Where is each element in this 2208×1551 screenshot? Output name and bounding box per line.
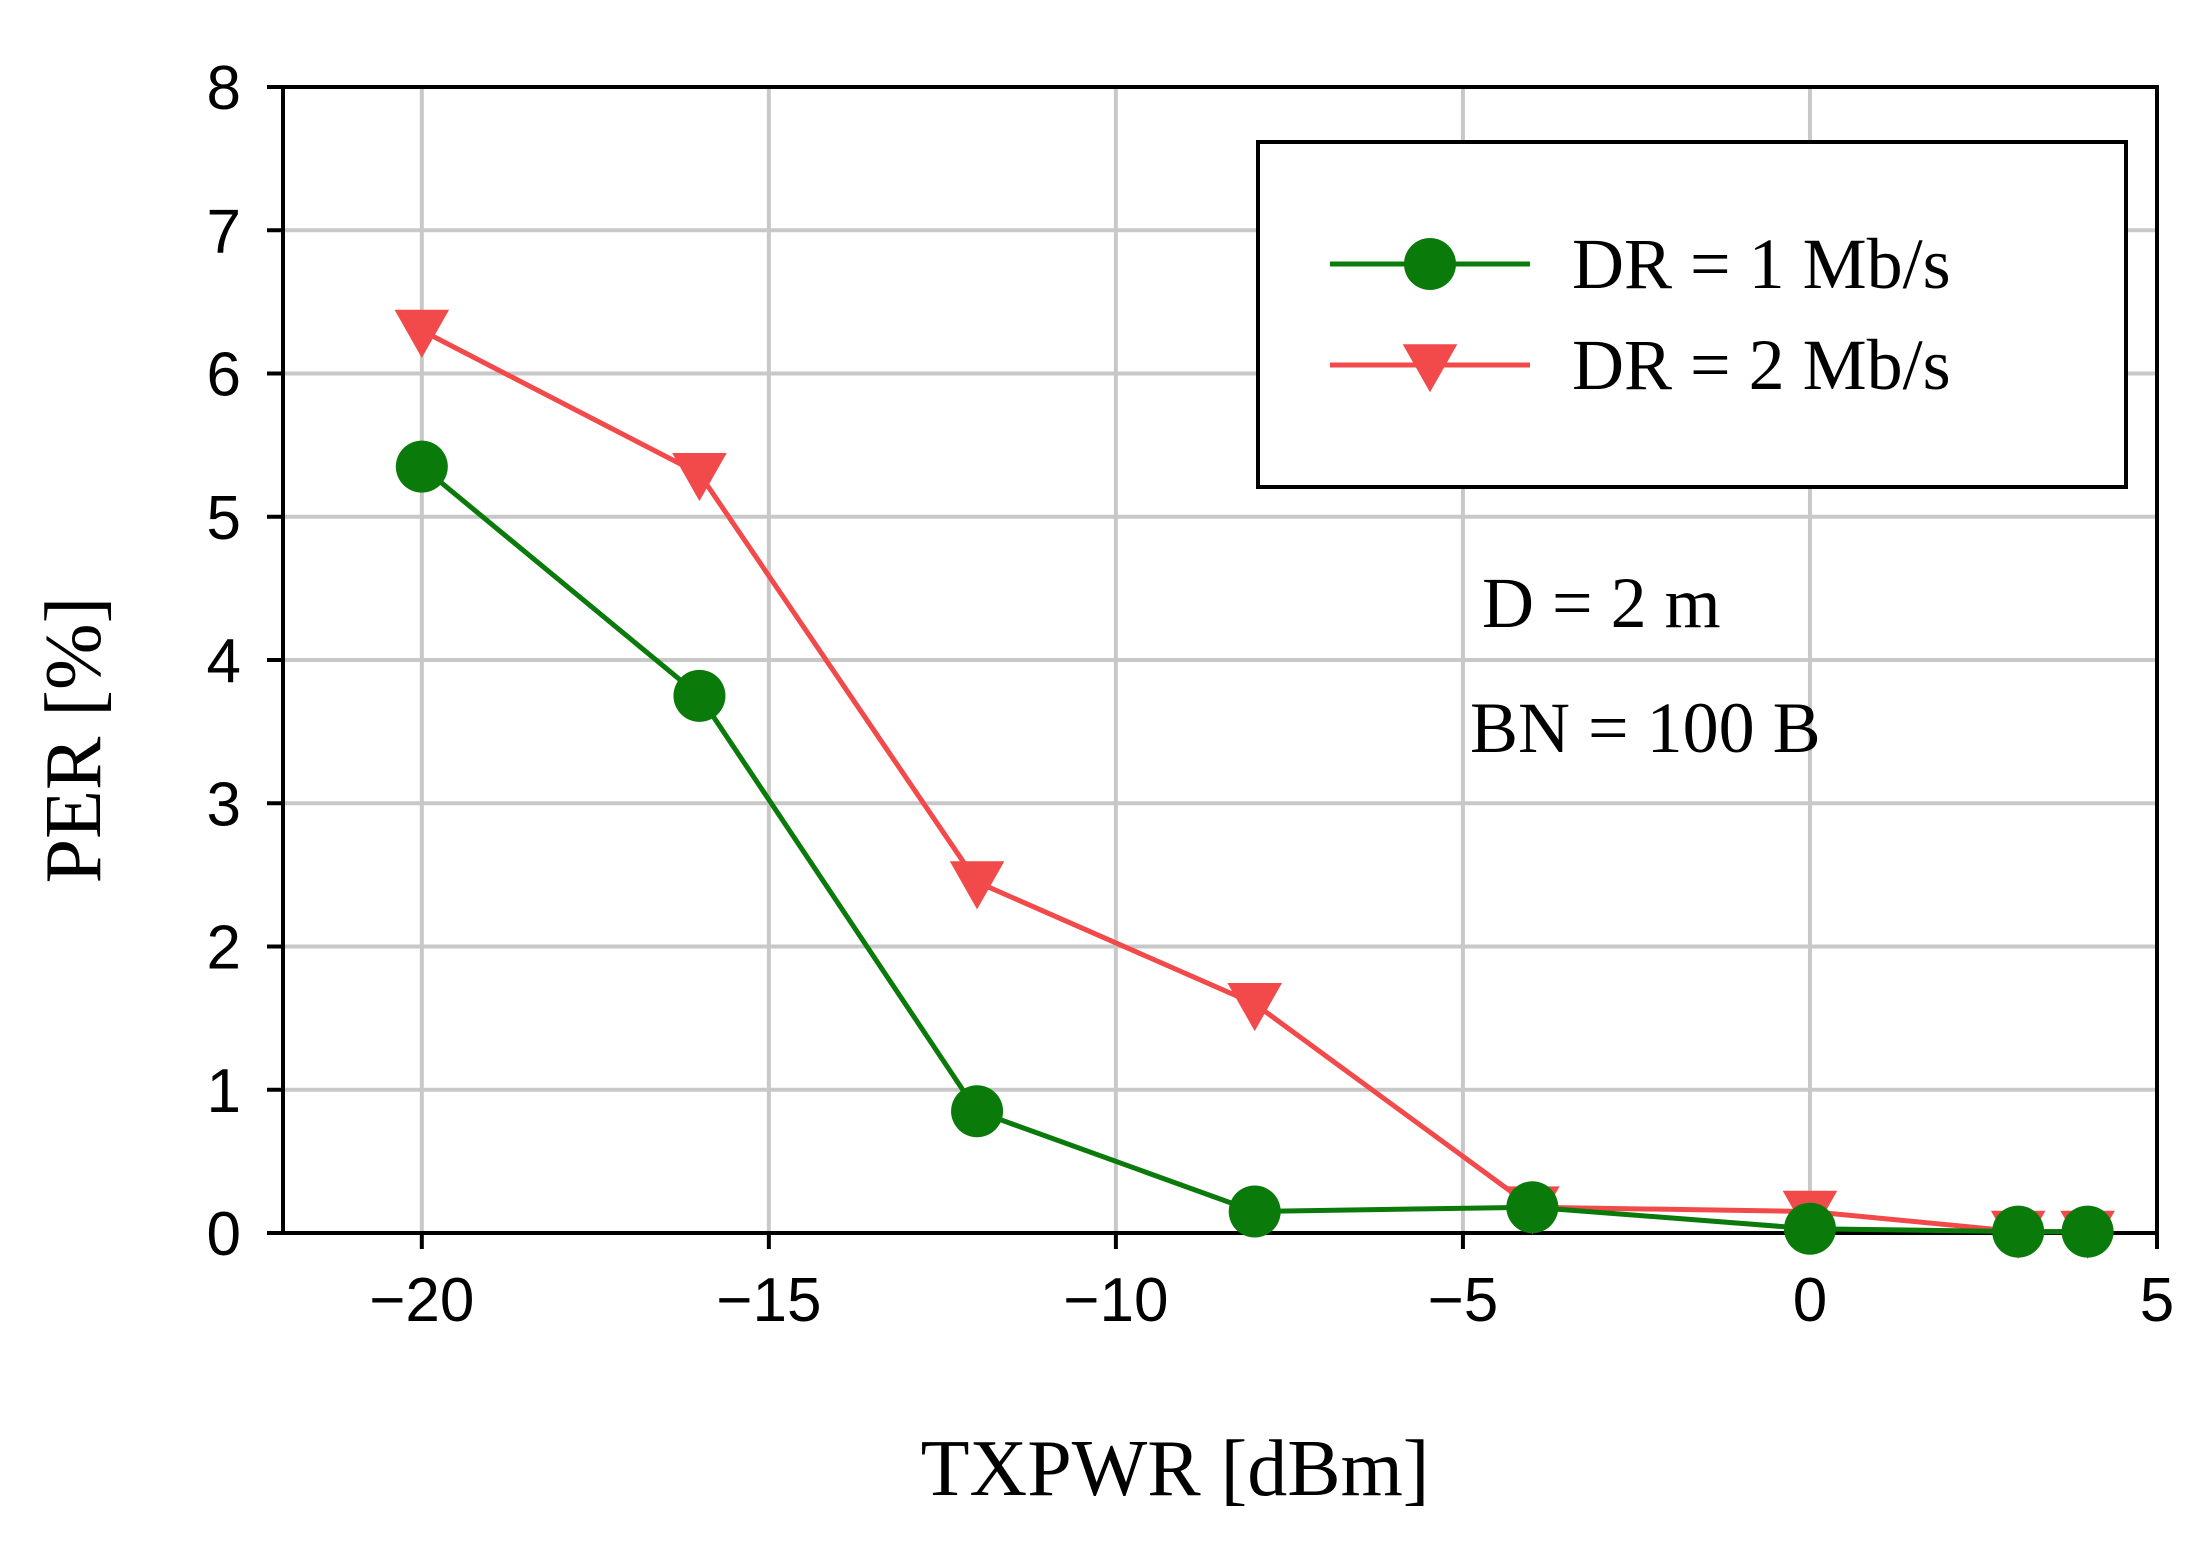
x-tick-label: −10: [1063, 1266, 1168, 1335]
data-point: [672, 452, 727, 502]
x-axis-title: TXPWR [dBm]: [921, 1425, 1430, 1513]
y-tick-label: 1: [207, 1057, 241, 1126]
x-tick-label: 0: [1793, 1266, 1827, 1335]
data-point: [1227, 983, 1283, 1032]
legend-label: DR = 1 Mb/s: [1572, 224, 1951, 304]
annotation-distance: D = 2 m: [1482, 563, 1721, 643]
y-tick-label: 4: [207, 627, 241, 696]
legend-label: DR = 2 Mb/s: [1572, 325, 1951, 405]
legend-item: DR = 2 Mb/s: [1330, 325, 1951, 405]
y-tick-label: 5: [207, 484, 241, 553]
legend-item: DR = 1 Mb/s: [1330, 224, 1951, 304]
data-point: [2061, 1205, 2114, 1258]
data-point: [395, 440, 448, 493]
y-axis-title: PER [%]: [30, 597, 118, 884]
y-tick-label: 7: [207, 197, 241, 266]
x-tick-label: 5: [2140, 1266, 2174, 1335]
series-line: [420, 464, 2088, 1235]
y-tick-label: 6: [207, 341, 241, 410]
axis-ticks: −20 −15 −10 −5 0 5 0 1 2 3 4 5 6 7 8: [207, 54, 2175, 1335]
series-line: [420, 328, 2088, 1235]
data-point: [394, 309, 450, 358]
data-point: [1992, 1205, 2045, 1258]
x-tick-label: −15: [716, 1266, 821, 1335]
data-point: [1228, 1185, 1281, 1238]
legend-marker: [1404, 238, 1456, 290]
data-point: [1506, 1181, 1559, 1234]
data-series: [394, 309, 2115, 1259]
y-tick-label: 8: [207, 54, 241, 123]
data-point: [1783, 1202, 1836, 1255]
y-tick-label: 2: [207, 914, 241, 983]
legend-items: DR = 1 Mb/s DR = 2 Mb/s: [1330, 224, 1951, 405]
data-point: [951, 1085, 1004, 1138]
x-tick-label: −5: [1428, 1266, 1499, 1335]
legend: DR = 1 Mb/s DR = 2 Mb/s: [1256, 140, 2128, 489]
annotation-bn: BN = 100 B: [1470, 688, 1821, 768]
legend-marker: [1402, 344, 1458, 393]
data-point: [949, 861, 1005, 910]
series-1: [395, 440, 2114, 1258]
y-tick-label: 0: [207, 1200, 241, 1269]
legend-box: [1256, 140, 2128, 489]
x-tick-label: −20: [369, 1266, 474, 1335]
data-point: [673, 669, 726, 722]
y-tick-label: 3: [207, 770, 241, 839]
